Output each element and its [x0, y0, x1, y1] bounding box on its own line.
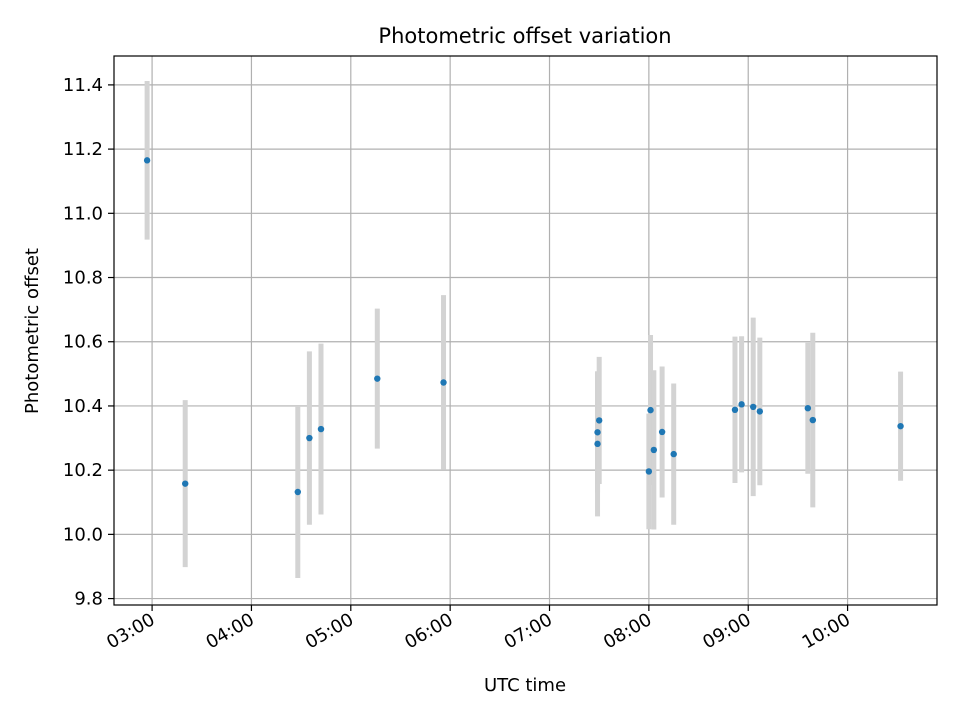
x-tick-label: 08:00: [600, 609, 655, 653]
data-point: [306, 434, 313, 442]
data-point: [897, 422, 904, 430]
data-point: [440, 379, 447, 386]
data-point: [594, 429, 601, 436]
x-tick-label: 07:00: [501, 609, 556, 653]
grid-lines: [114, 56, 937, 605]
y-tick-label: 10.6: [63, 332, 103, 353]
data-point: [738, 401, 745, 408]
data-point: [317, 425, 325, 433]
data-point: [731, 406, 739, 413]
data-point: [756, 408, 764, 415]
x-axis-label: UTC time: [484, 675, 566, 696]
data-point: [143, 157, 151, 164]
data-points: [143, 157, 904, 496]
x-tick-label: 10:00: [799, 609, 854, 653]
x-tick-label: 04:00: [203, 609, 258, 653]
data-point: [670, 450, 677, 458]
chart-title: Photometric offset variation: [378, 24, 671, 48]
y-tick-label: 11.4: [63, 75, 103, 96]
y-tick-label: 10.2: [63, 460, 103, 481]
data-point: [809, 416, 817, 424]
y-tick-label: 10.8: [63, 268, 103, 289]
data-point: [650, 446, 658, 454]
y-axis-label: Photometric offset: [22, 248, 43, 414]
data-point: [804, 404, 812, 412]
x-tick-label: 06:00: [401, 609, 456, 653]
data-point: [182, 480, 189, 487]
data-point: [374, 375, 381, 382]
y-tick-label: 10.4: [63, 396, 103, 417]
x-tick-label: 03:00: [103, 609, 158, 653]
y-tick-label: 10.0: [63, 524, 103, 545]
data-point: [595, 417, 603, 424]
plot-frame: [113, 55, 938, 606]
data-point: [749, 403, 757, 411]
data-point: [647, 406, 654, 414]
data-point: [658, 428, 666, 436]
x-tick-label: 05:00: [302, 609, 357, 653]
y-tick-label: 9.8: [74, 589, 103, 610]
data-point: [645, 468, 653, 475]
data-point: [294, 488, 302, 496]
data-point: [594, 440, 601, 448]
y-tick-label: 11.0: [63, 203, 103, 224]
error-bars: [144, 81, 904, 579]
y-tick-label: 11.2: [63, 139, 103, 160]
x-tick-label: 09:00: [699, 609, 754, 653]
